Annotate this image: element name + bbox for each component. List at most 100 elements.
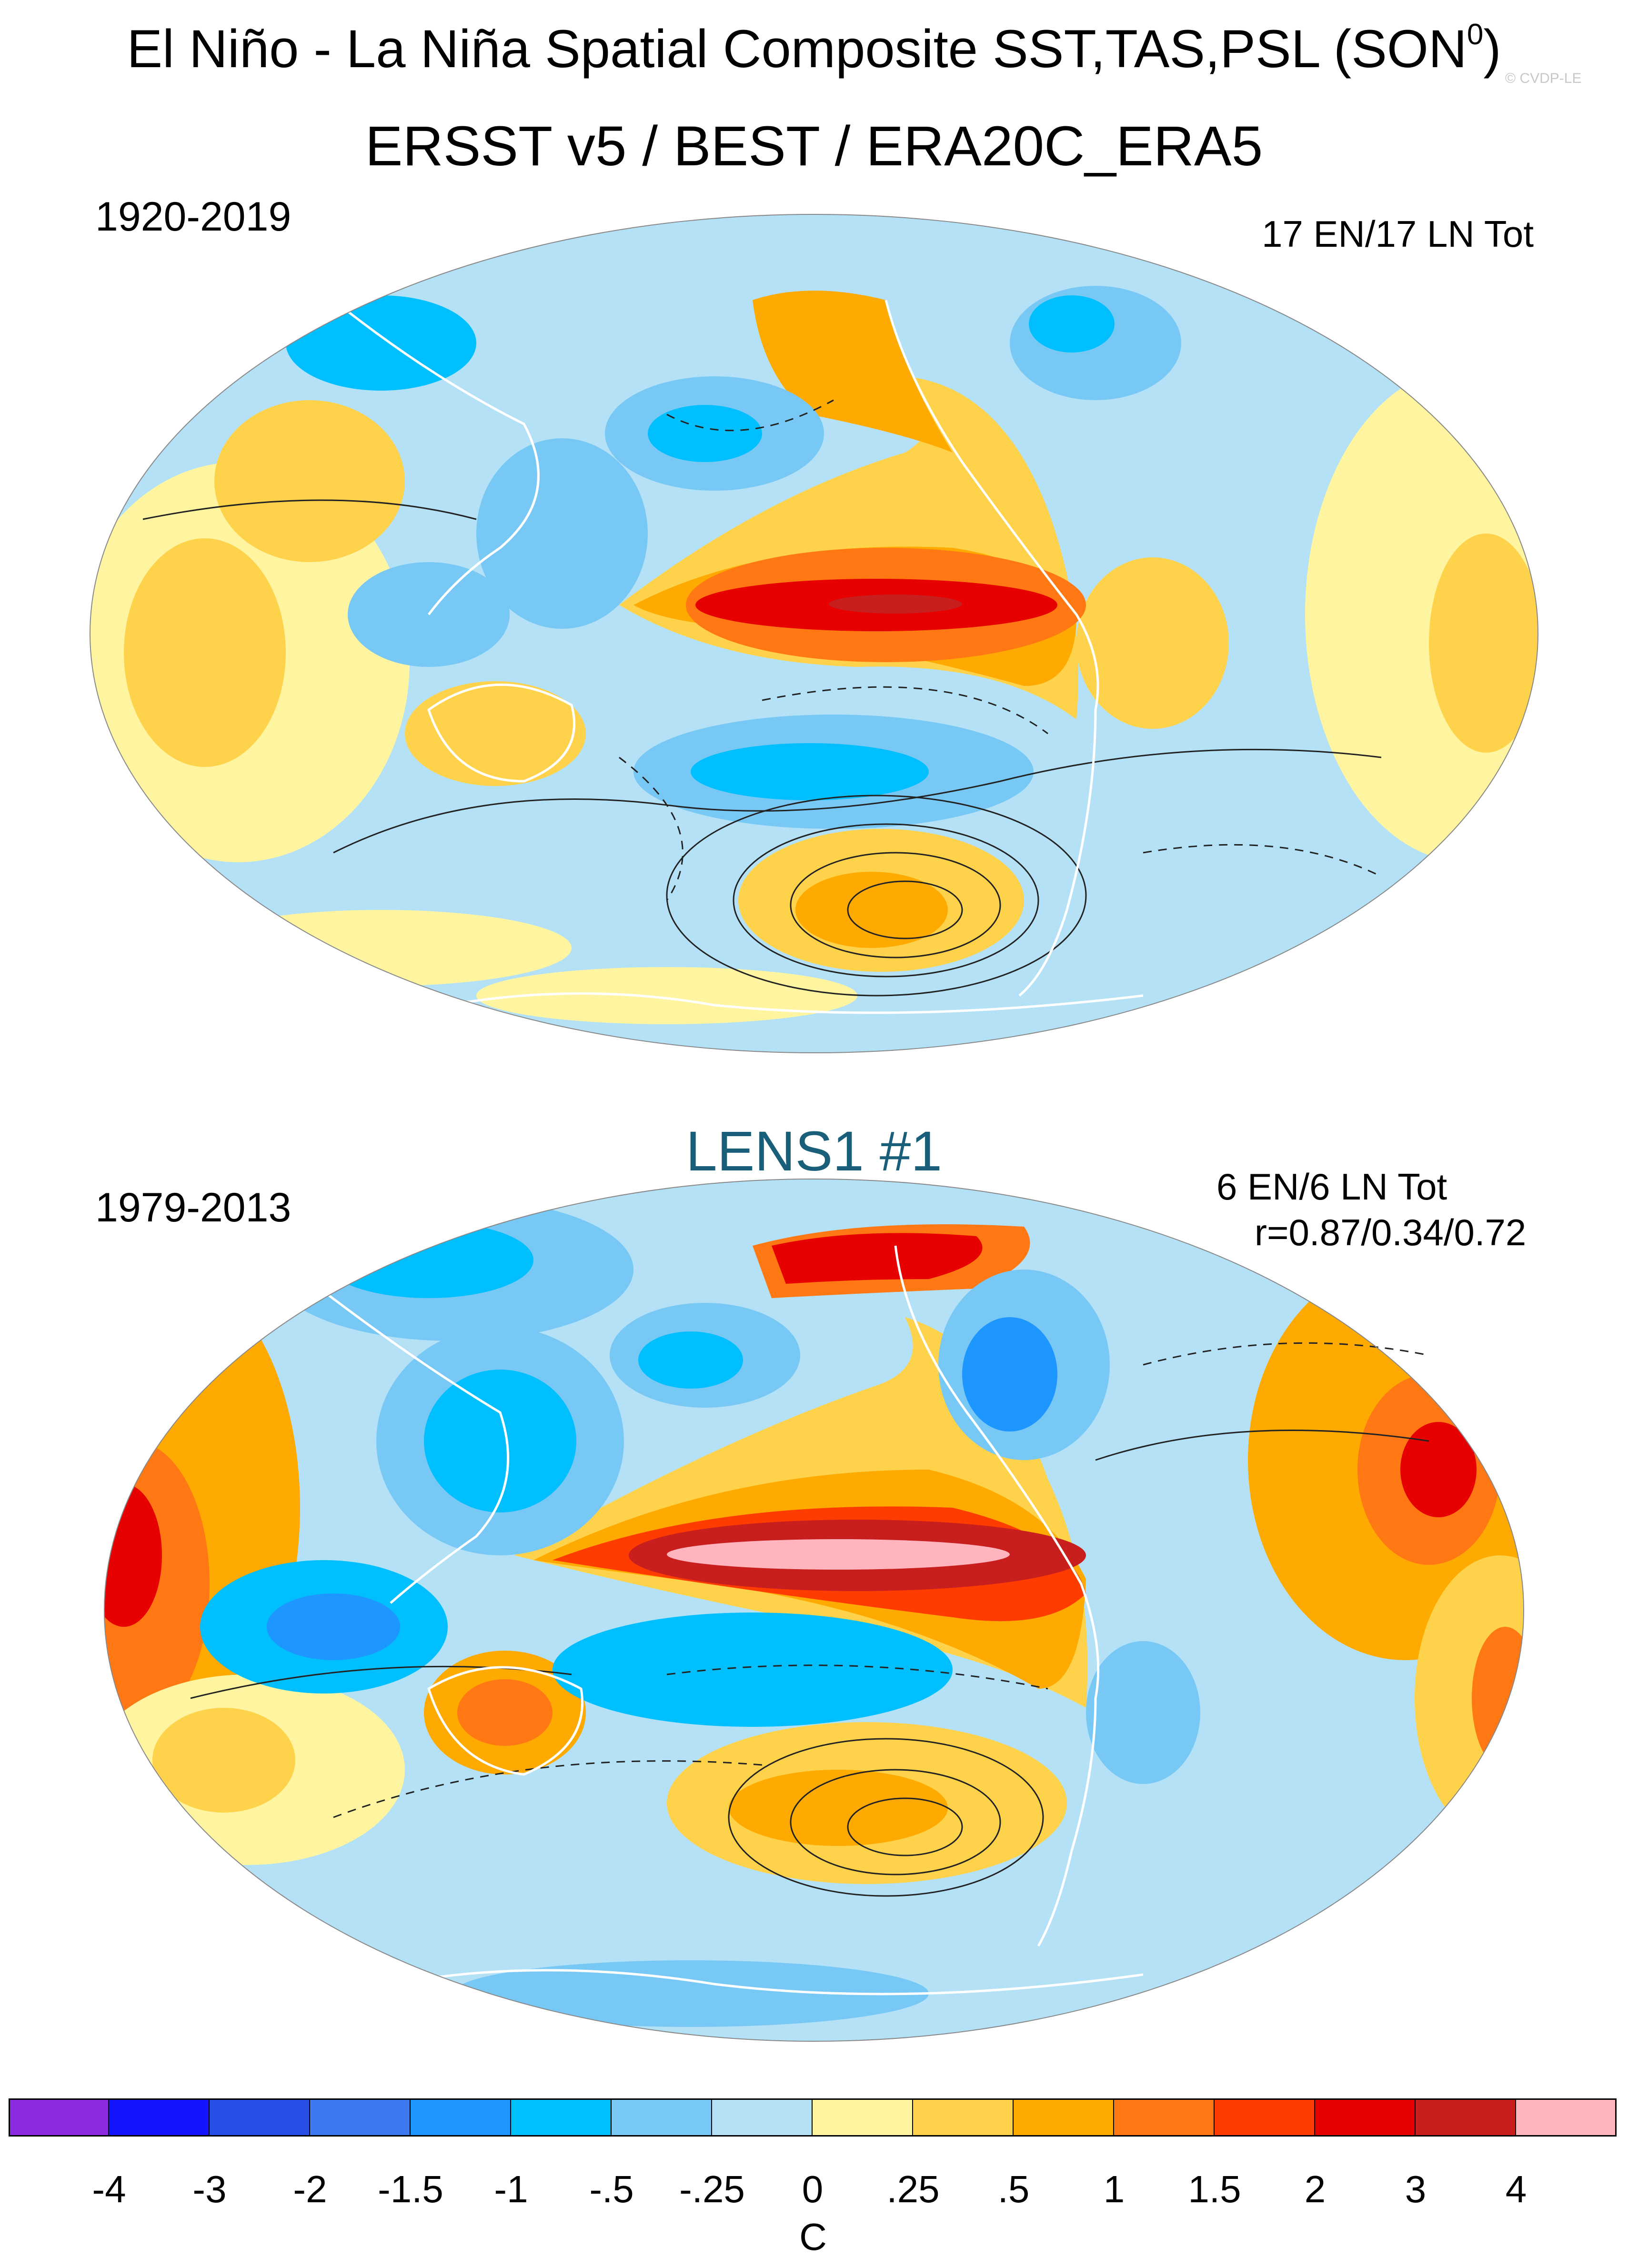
model-southern-africa-warm-core [1472, 1627, 1524, 1770]
model-west-africa-hot-left [104, 1484, 162, 1627]
colorbar-tick-label: 1.5 [1188, 2168, 1241, 2210]
colorbar-units: C [799, 2216, 827, 2258]
obs-antarctica-outline [333, 992, 1144, 1035]
model-southern-ocean-cool [452, 1960, 929, 2027]
model-psl-contour-2 [790, 1769, 1001, 1875]
colorbar-frame [9, 2098, 1617, 2137]
model-south-pacific-warm-core [729, 1770, 948, 1846]
colorbar-tick-label: .5 [997, 2168, 1030, 2210]
colorbar-tick-label: -1.5 [378, 2168, 443, 2210]
colorbar-swatch-14 [1416, 2098, 1516, 2137]
model-panel-title: LENS1 #1 [686, 1120, 942, 1183]
obs-north-america-outline [884, 300, 1099, 997]
model-alaska-hot [772, 1233, 983, 1284]
model-west-pacific-cool-core [424, 1370, 576, 1512]
obs-psl-contour-5 [333, 748, 1382, 854]
obs-psl-contour-3 [733, 823, 1039, 978]
colorbar-tick-label: -2 [293, 2168, 327, 2210]
colorbar-swatch-10 [1014, 2098, 1114, 2137]
obs-south-america-warm [1076, 557, 1229, 729]
obs-psl-contour-dashed-4 [666, 399, 834, 432]
obs-psl-contour-4 [666, 795, 1087, 997]
obs-west-pacific-cool [476, 438, 648, 629]
model-psl-contour-5 [1095, 1430, 1429, 1461]
model-indian-ocean-warm-core [152, 1708, 295, 1813]
model-australia-outline [427, 1666, 583, 1776]
colorbar-swatch-4 [411, 2098, 511, 2137]
colorbar-tick-label: 1 [1103, 2168, 1125, 2210]
obs-asia-outline [332, 299, 540, 615]
obs-psl-contour-dashed-1 [762, 686, 1048, 735]
model-canada-cool-core [962, 1317, 1057, 1431]
colorbar-swatch-5 [511, 2098, 612, 2137]
model-australia-warm-core [457, 1679, 553, 1746]
colorbar-tick-label: -1 [494, 2168, 528, 2210]
model-psl-contour-dashed-3 [1143, 1342, 1429, 1366]
colorbar-tick-label: -.25 [679, 2168, 745, 2210]
colorbar-swatch-7 [712, 2098, 813, 2137]
colorbar-swatch-8 [813, 2098, 913, 2137]
model-composite-map [104, 1179, 1524, 2042]
colorbar-tick-label: -4 [92, 2168, 126, 2210]
colorbar-swatch-3 [310, 2098, 411, 2137]
colorbar-swatch-1 [109, 2098, 210, 2137]
model-south-america-cool [1086, 1641, 1200, 1784]
colorbar-swatch-9 [913, 2098, 1014, 2137]
colorbar-tick-label: .25 [886, 2168, 940, 2210]
obs-asia-cool [286, 295, 476, 391]
obs-psl-contour-1 [847, 880, 963, 939]
model-psl-contour-3 [728, 1738, 1044, 1897]
obs-north-pacific-cool-core [648, 405, 762, 462]
model-south-pacific-cool [553, 1613, 953, 1727]
colorbar-swatch-11 [1114, 2098, 1215, 2137]
model-maritime-cool-core [267, 1593, 400, 1660]
model-siberia-cool-core [324, 1222, 533, 1298]
model-west-africa-hot-right [1400, 1422, 1477, 1517]
obs-psl-contour-dashed-3 [1143, 844, 1382, 877]
obs-enso-core [829, 595, 962, 614]
colorbar-swatch-13 [1315, 2098, 1416, 2137]
model-psl-contour-dashed-1 [333, 1760, 763, 1818]
colorbar-tick-label: -.5 [589, 2168, 634, 2210]
model-asia-outline [294, 1269, 510, 1604]
colorbar-swatch-15 [1516, 2098, 1617, 2137]
obs-south-indian-warm [191, 910, 572, 986]
colorbar-tick-label: 4 [1505, 2168, 1527, 2210]
colorbar [9, 2098, 1617, 2137]
colorbar-tick-label: -3 [192, 2168, 227, 2210]
obs-map-border [90, 214, 1538, 1053]
model-panel-event-count: 6 EN/6 LN Tot [1216, 1166, 1447, 1208]
obs-canada-cool-core [1029, 295, 1115, 353]
colorbar-swatch-2 [210, 2098, 310, 2137]
figure-title: El Niño - La Niña Spatial Composite SST,… [127, 18, 1501, 79]
model-north-pacific-cool-core [638, 1331, 743, 1389]
model-psl-contour-1 [847, 1797, 963, 1856]
obs-south-pacific-cool-core [691, 743, 929, 800]
obs-panel-title: ERSST v5 / BEST / ERA20C_ERA5 [365, 115, 1263, 178]
obs-psl-contour-2 [790, 852, 1001, 958]
colorbar-swatch-6 [612, 2098, 712, 2137]
copyright-label: © CVDP-LE [1505, 71, 1582, 86]
model-panel-period: 1979-2013 [95, 1185, 291, 1230]
obs-australia-outline [427, 683, 576, 783]
obs-indian-warm-core [124, 538, 286, 767]
obs-southeast-asia-warm [214, 400, 405, 562]
model-panel-correlation: r=0.87/0.34/0.72 [1255, 1211, 1527, 1253]
obs-panel-period: 1920-2019 [95, 194, 291, 240]
colorbar-swatch-0 [9, 2098, 109, 2137]
model-psl-contour-dashed-2 [666, 1664, 1048, 1690]
colorbar-tick-label: 2 [1304, 2168, 1326, 2210]
obs-composite-map [90, 214, 1538, 1053]
obs-alaska-coast-warm [753, 291, 953, 453]
model-enso-core [667, 1539, 1010, 1570]
model-antarctica-outline [285, 1969, 1144, 2014]
obs-australia-warm [405, 681, 586, 786]
obs-africa-warm-core [1429, 534, 1538, 753]
model-map-border [104, 1179, 1524, 2042]
obs-psl-contour-dashed-2 [619, 756, 683, 901]
colorbar-tick-label: 0 [802, 2168, 824, 2210]
colorbar-swatch-12 [1215, 2098, 1315, 2137]
colorbar-tick-label: 3 [1405, 2168, 1427, 2210]
obs-south-pacific-warm-inner [795, 872, 948, 948]
model-north-america-outline [894, 1245, 1100, 1947]
